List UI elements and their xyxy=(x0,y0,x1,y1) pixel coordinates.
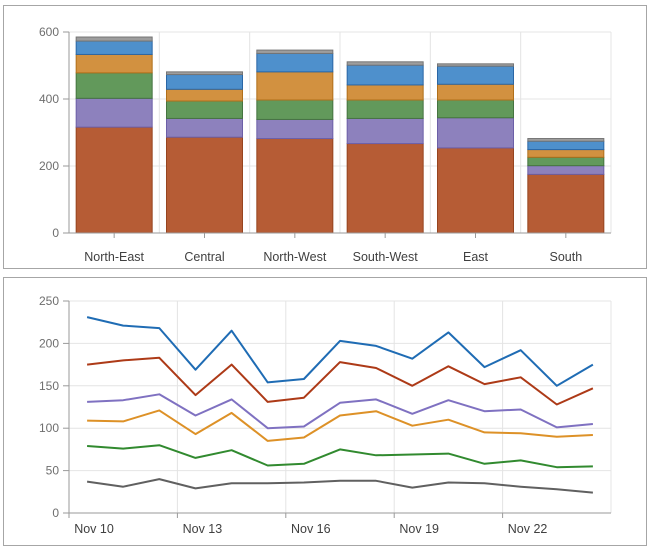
bar-segment-east-green xyxy=(437,99,514,119)
bar-segment-south-west-blue xyxy=(346,64,424,86)
bar-segment-north-west-green xyxy=(256,99,334,120)
y-axis-label: 150 xyxy=(39,379,59,393)
bar-segment-north-east-rust xyxy=(75,126,153,234)
x-axis-label: Nov 19 xyxy=(399,522,439,536)
stacked-bar-chart-panel: 0 200 400 600 North-East Central North-West Sou… xyxy=(3,5,647,269)
line-series-purple xyxy=(87,393,593,430)
bar-segment-south-rust xyxy=(527,173,605,234)
bar-segment-south-west-green xyxy=(346,99,424,119)
y-axis-label: 100 xyxy=(39,421,59,435)
bar-segment-north-west-orange xyxy=(256,71,334,101)
y-axis-label: 250 xyxy=(39,294,59,308)
bar-segment-south-purple xyxy=(527,165,605,175)
line-series-red xyxy=(86,356,594,406)
bar-segment-central-purple xyxy=(166,117,243,138)
bar-segment-east-gray xyxy=(437,63,514,67)
x-axis-label: South xyxy=(549,250,582,264)
x-axis-label: Central xyxy=(184,250,224,264)
bar-segment-east-blue xyxy=(437,65,514,85)
bar-segment-south-blue xyxy=(527,140,605,151)
bar-segment-south-west-rust xyxy=(346,143,424,234)
x-axis-label: Nov 22 xyxy=(508,522,548,536)
x-axis-label: South-West xyxy=(353,250,419,264)
x-axis-label: Nov 10 xyxy=(74,522,114,536)
x-axis-label: East xyxy=(463,250,489,264)
bar-segment-central-green xyxy=(166,100,243,119)
x-axis-label: Nov 13 xyxy=(183,522,223,536)
line-series-green xyxy=(87,444,593,469)
bar-segment-south-orange xyxy=(527,149,605,158)
bar-segment-central-gray xyxy=(166,71,243,76)
bar-segment-north-east-gray xyxy=(75,36,153,42)
y-axis-label: 400 xyxy=(39,92,59,106)
line-series-blue xyxy=(86,316,594,387)
y-axis-label: 600 xyxy=(39,25,59,39)
x-axis-label: North-West xyxy=(263,250,327,264)
stacked-bar-chart: 0 200 400 600 North-East Central North-West Sou… xyxy=(39,25,612,264)
bar-segment-central-orange xyxy=(166,88,243,102)
bar-segment-north-east-orange xyxy=(75,53,153,74)
line-series-gray xyxy=(86,478,593,494)
y-axis-label: 0 xyxy=(52,226,59,240)
bar-segment-south-gray xyxy=(527,138,605,142)
bar-segment-central-blue xyxy=(166,74,243,90)
y-axis-label: 50 xyxy=(46,464,60,478)
x-axis-label: Nov 16 xyxy=(291,522,331,536)
bar-segment-south-west-purple xyxy=(346,117,424,145)
bar-segment-north-west-purple xyxy=(256,118,334,140)
bar-segment-east-orange xyxy=(437,83,514,101)
y-axis-label: 200 xyxy=(39,159,59,173)
y-axis-label: 200 xyxy=(39,336,59,350)
bar-segment-north-west-blue xyxy=(256,52,334,73)
y-axis-label: 0 xyxy=(52,506,59,520)
bar-segment-central-rust xyxy=(166,136,243,234)
bar-segment-north-west-rust xyxy=(256,138,334,234)
bar-segment-north-west-gray xyxy=(256,49,334,54)
bar-segment-south-west-orange xyxy=(346,84,424,101)
bar-segment-north-east-green xyxy=(75,72,153,99)
bar-segment-south-west-gray xyxy=(346,61,424,66)
bar-segment-north-east-purple xyxy=(75,97,153,128)
bar-segment-east-rust xyxy=(437,147,514,234)
bar-segment-north-east-blue xyxy=(75,40,153,55)
bar-segment-east-purple xyxy=(437,117,514,149)
line-series-orange xyxy=(87,409,593,442)
line-chart: 0 50 100 150 200 250 Nov 10 Nov 13 Nov 16 Nov 19 N… xyxy=(39,294,612,536)
line-chart-panel: 0 50 100 150 200 250 Nov 10 Nov 13 Nov 16 Nov 19 N… xyxy=(3,277,647,546)
bar-segment-south-green xyxy=(527,156,605,167)
x-axis-label: North-East xyxy=(84,250,144,264)
